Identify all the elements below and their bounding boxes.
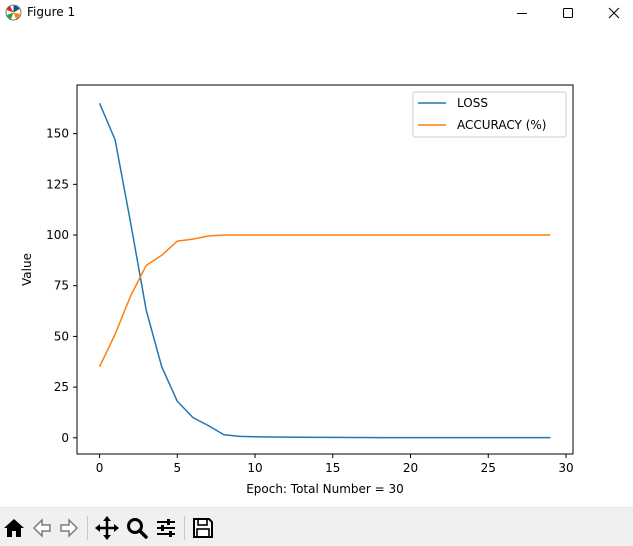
y-axis-label: Value	[20, 253, 34, 286]
y-tick-label: 75	[54, 279, 69, 293]
close-icon	[608, 7, 620, 19]
y-tick-label: 125	[46, 177, 69, 191]
legend-label: ACCURACY (%)	[457, 118, 546, 132]
window-title: Figure 1	[27, 5, 76, 19]
legend-label: LOSS	[457, 96, 488, 110]
back-icon	[32, 518, 51, 538]
axes-frame	[76, 84, 574, 455]
back-button[interactable]	[30, 516, 54, 540]
x-tick-label: 15	[325, 461, 340, 475]
matplotlib-logo-icon	[5, 4, 22, 21]
minimize-icon	[517, 13, 527, 14]
line-chart: 0 5 10 15 20 25 30 0 25 50 75 100 125 150 Epoch: Total…	[20, 84, 574, 496]
configure-subplots-button[interactable]	[154, 516, 178, 540]
maximize-button[interactable]	[545, 0, 591, 26]
zoom-icon	[127, 518, 148, 539]
legend-box	[412, 91, 567, 138]
navigation-toolbar	[0, 507, 633, 546]
series-line-loss	[98, 102, 551, 439]
y-tick-label: 0	[61, 431, 69, 445]
zoom-button[interactable]	[125, 516, 149, 540]
minimize-button[interactable]	[499, 0, 545, 26]
x-tick-label: 10	[247, 461, 262, 475]
forward-button[interactable]	[57, 516, 81, 540]
maximize-icon	[563, 8, 573, 18]
save-button[interactable]	[191, 516, 215, 540]
y-tick-label: 100	[46, 228, 69, 242]
toolbar-separator	[184, 516, 185, 540]
home-icon	[4, 519, 24, 537]
toolbar-separator	[87, 516, 88, 540]
x-tick-label: 20	[403, 461, 418, 475]
figure-canvas[interactable]: 0 5 10 15 20 25 30 0 25 50 75 100 125 150 Epoch: Total…	[0, 26, 633, 506]
x-tick-label: 0	[96, 461, 104, 475]
y-tick-label: 50	[54, 329, 69, 343]
y-tick-label: 150	[46, 127, 69, 141]
x-axis-label: Epoch: Total Number = 30	[246, 482, 404, 496]
home-button[interactable]	[2, 516, 26, 540]
y-tick-label: 25	[54, 380, 69, 394]
x-tick-label: 25	[481, 461, 496, 475]
configure-subplots-icon	[157, 519, 175, 537]
pan-icon	[95, 516, 119, 540]
close-button[interactable]	[591, 0, 633, 26]
x-tick-label: 5	[173, 461, 181, 475]
series-line-accuracy	[98, 234, 551, 368]
title-bar: Figure 1	[0, 0, 633, 26]
forward-icon	[60, 518, 79, 538]
x-tick-label: 30	[558, 461, 573, 475]
save-icon	[193, 518, 213, 538]
pan-button[interactable]	[95, 516, 119, 540]
